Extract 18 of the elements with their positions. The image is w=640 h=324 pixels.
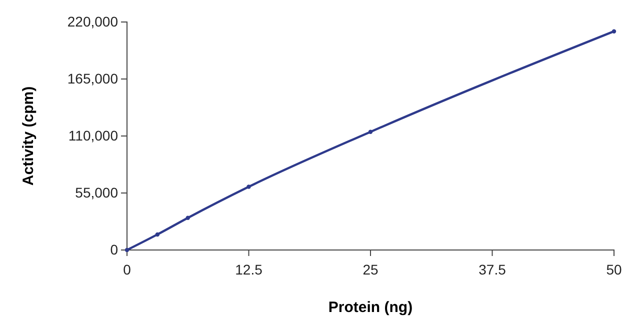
y-tick-label: 55,000 xyxy=(75,184,118,200)
x-tick-label: 0 xyxy=(123,261,132,278)
x-tick-label: 12.5 xyxy=(235,261,263,278)
y-axis-title: Activity (cpm) xyxy=(20,86,37,186)
point xyxy=(186,216,190,220)
point xyxy=(124,248,130,252)
y-tick-label: 0 xyxy=(110,241,118,258)
y-tick-label: 165,000 xyxy=(67,70,118,86)
point xyxy=(368,130,373,134)
y-tick-label: 110,000 xyxy=(68,127,118,144)
point xyxy=(612,29,616,34)
x-axis-title: Protein (ng) xyxy=(328,299,413,316)
x-tick-label: 37.5 xyxy=(478,261,506,278)
x-tick-label: 50 xyxy=(606,261,622,278)
x-tick-label: 25 xyxy=(362,261,378,278)
point xyxy=(155,232,160,237)
y-tick-label: 220,000 xyxy=(67,13,118,30)
point xyxy=(246,184,251,189)
